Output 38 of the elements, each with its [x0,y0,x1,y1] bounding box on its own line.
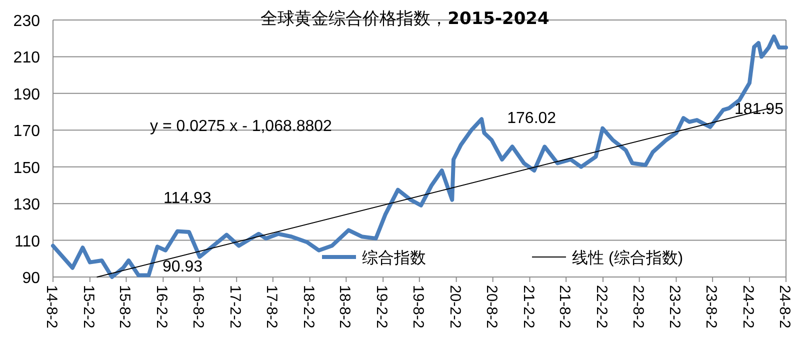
annotation: y = 0.0275 x - 1,068.8802 [150,118,332,135]
annotation: 176.02 [507,110,556,128]
annotation: 181.95 [734,101,784,118]
y-tick-label: 230 [13,13,40,30]
x-tick-label: 19-8-2 [409,285,426,328]
annotation: 114.93 [164,190,212,208]
legend-label: 综合指数 [362,249,426,267]
line-series [51,34,788,279]
x-tick-label: 24-2-2 [739,285,756,328]
x-tick-label: 15-2-2 [80,285,97,328]
x-tick-label: 15-8-2 [116,285,134,328]
x-tick-label: 14-8-2 [43,285,60,328]
chart-title: 全球黄金综合价格指数，2015-2024 [260,9,550,29]
legend-label: 线性 (综合指数) [572,249,684,267]
x-tick-label: 20-8-2 [482,285,500,328]
x-tick-label: 17-8-2 [262,285,280,328]
annotation: 90.93 [162,258,203,276]
x-tick-label: 22-8-2 [629,285,646,328]
x-tick-label: 21-2-2 [520,285,537,328]
x-tick-label: 24-8-2 [776,285,793,328]
x-tick-label: 16-2-2 [153,285,170,328]
x-tick-label: 19-2-2 [373,285,390,328]
x-tick-label: 16-8-2 [190,285,207,328]
x-tick-label: 17-2-2 [226,285,244,328]
x-tick-label: 20-2-2 [446,285,464,328]
y-tick-label: 190 [13,86,40,104]
x-tick-label: 18-2-2 [300,285,317,328]
y-tick-label: 170 [13,123,40,140]
x-tick-label: 22-2-2 [593,285,610,328]
y-tick-label: 130 [13,196,40,214]
x-tick-label: 21-8-2 [556,285,574,328]
x-tick-label: 23-8-2 [702,285,720,328]
y-tick-label: 150 [13,160,40,177]
y-tick-label: 210 [13,50,40,67]
y-tick-label: 90 [22,270,40,287]
x-tick-label: 23-2-2 [666,285,684,328]
x-tick-label: 18-8-2 [336,285,354,328]
y-tick-label: 110 [14,233,40,250]
